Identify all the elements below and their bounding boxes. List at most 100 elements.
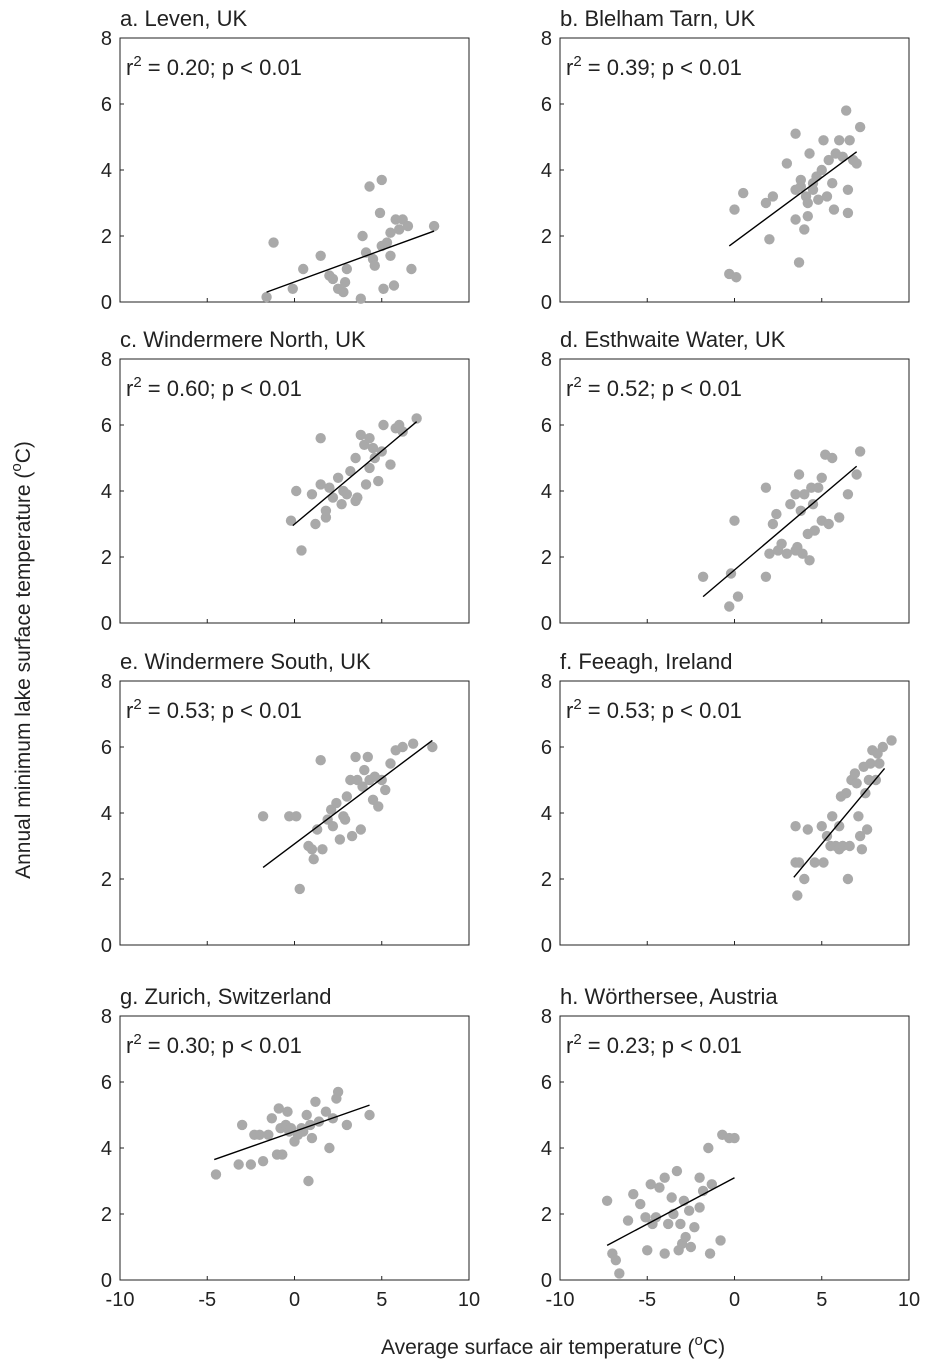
stat-annotation: r2 = 0.20; p < 0.01 [126, 53, 302, 80]
data-point [324, 1142, 335, 1154]
data-point [407, 738, 419, 749]
stat-annotation: r2 = 0.39; p < 0.01 [566, 53, 742, 80]
x-tick-label: -10 [546, 1289, 575, 1311]
y-tick-label: 4 [541, 160, 552, 182]
data-point [840, 788, 852, 799]
data-point [837, 151, 848, 162]
y-tick-label: 6 [541, 1072, 552, 1094]
data-point [776, 538, 787, 549]
panel-title: g. Zurich, Switzerland [120, 984, 332, 1009]
x-tick-label: 10 [458, 1289, 480, 1311]
data-point [703, 1142, 714, 1154]
y-tick-label: 4 [101, 481, 112, 503]
panel-h: h. Wörthersee, Austria 0 2 4 6 8 -10 -5 0 5 10 r2 =… [541, 984, 920, 1311]
data-point [827, 452, 838, 464]
data-point [704, 1248, 716, 1259]
y-tick-label: 0 [101, 1270, 112, 1292]
data-point [273, 1103, 284, 1114]
data-point [659, 1248, 670, 1259]
data-point [795, 505, 807, 516]
data-point [310, 1096, 321, 1108]
data-point [809, 857, 820, 868]
y-tick-label: 4 [541, 1138, 552, 1160]
data-point [345, 466, 356, 477]
data-point [294, 883, 305, 895]
data-point [729, 1132, 740, 1144]
y-tick-label: 4 [101, 1138, 112, 1160]
x-axis-label: Average surface air temperature (oC) [381, 1332, 725, 1359]
data-point [659, 1172, 670, 1183]
data-point [834, 821, 845, 832]
data-point [346, 830, 358, 842]
data-point [236, 1119, 248, 1131]
data-point [610, 1255, 622, 1266]
data-point [675, 1218, 686, 1230]
data-point [790, 128, 801, 139]
data-point [854, 446, 866, 457]
data-point [834, 512, 845, 523]
stat-annotation: r2 = 0.30; p < 0.01 [126, 1031, 302, 1058]
data-point [378, 283, 389, 294]
data-point [729, 515, 740, 526]
y-tick-label: 2 [101, 869, 112, 891]
y-tick-label: 0 [541, 292, 552, 314]
data-point [813, 482, 824, 493]
y-tick-label: 0 [101, 613, 112, 635]
data-point [828, 204, 840, 215]
data-point [266, 1113, 278, 1124]
data-point [799, 873, 810, 885]
data-point [764, 234, 775, 245]
data-point [306, 844, 318, 855]
data-point [306, 1132, 318, 1144]
y-tick-label: 0 [101, 935, 112, 957]
data-point [327, 821, 339, 832]
data-point [277, 1149, 288, 1160]
data-point [397, 426, 408, 437]
data-point [355, 824, 367, 835]
data-point [790, 821, 801, 832]
data-point [764, 548, 775, 559]
data-point [683, 1205, 695, 1216]
panel-title: c. Windermere North, UK [120, 327, 366, 352]
data-point [350, 452, 361, 464]
y-tick-label: 2 [541, 869, 552, 891]
data-point [376, 774, 387, 786]
data-point [818, 857, 829, 868]
data-point [357, 230, 368, 242]
data-point [285, 515, 297, 526]
data-point [282, 1106, 293, 1117]
data-point [332, 1086, 344, 1098]
regression-line [213, 1104, 370, 1161]
data-point [851, 778, 862, 789]
data-point [827, 811, 838, 822]
data-point [816, 821, 827, 832]
data-point [813, 194, 824, 205]
data-point [650, 1212, 662, 1223]
data-point [731, 272, 742, 283]
data-point [793, 857, 805, 868]
data-point [320, 505, 332, 516]
panel-f: f. Feeagh, Ireland 0 2 4 6 8 r2 = 0.53; p < 0.… [541, 649, 910, 957]
data-point [804, 555, 815, 566]
data-point [842, 207, 854, 219]
y-tick-label: 8 [541, 349, 552, 371]
data-point [697, 571, 709, 582]
y-tick-label: 2 [541, 547, 552, 569]
data-point [842, 489, 854, 500]
data-point [802, 211, 813, 222]
data-point [797, 548, 808, 559]
data-point [816, 164, 827, 176]
data-point [635, 1198, 646, 1210]
y-tick-label: 8 [101, 28, 112, 50]
regression-line [266, 230, 435, 293]
stat-annotation: r2 = 0.53; p < 0.01 [566, 696, 742, 723]
data-point [378, 419, 389, 431]
regression-line [793, 768, 886, 878]
data-point [341, 263, 353, 275]
panel-title: d. Esthwaite Water, UK [560, 327, 786, 352]
data-point [301, 1109, 312, 1121]
data-point [397, 741, 408, 753]
x-tick-label: -10 [106, 1289, 135, 1311]
data-point [642, 1245, 653, 1256]
y-tick-label: 6 [101, 94, 112, 116]
